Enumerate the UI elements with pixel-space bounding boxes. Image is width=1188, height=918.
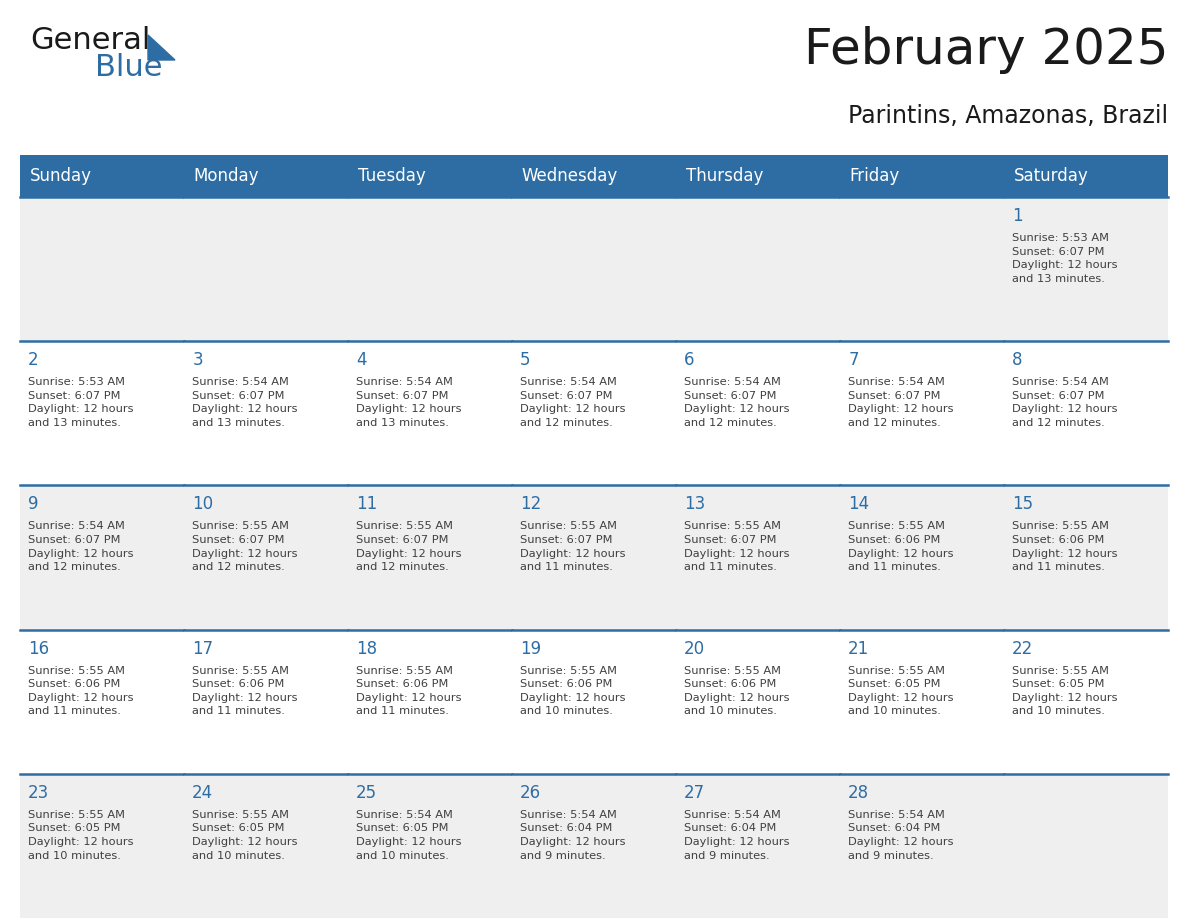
Text: Thursday: Thursday <box>685 167 763 185</box>
Text: Monday: Monday <box>194 167 259 185</box>
Text: Sunrise: 5:55 AM
Sunset: 6:07 PM
Daylight: 12 hours
and 12 minutes.: Sunrise: 5:55 AM Sunset: 6:07 PM Dayligh… <box>192 521 298 572</box>
Text: Friday: Friday <box>849 167 901 185</box>
Text: 24: 24 <box>192 784 214 802</box>
Text: Sunrise: 5:55 AM
Sunset: 6:07 PM
Daylight: 12 hours
and 12 minutes.: Sunrise: 5:55 AM Sunset: 6:07 PM Dayligh… <box>356 521 462 572</box>
Text: Blue: Blue <box>95 53 163 82</box>
Text: 1: 1 <box>1012 207 1023 225</box>
Text: Sunday: Sunday <box>30 167 91 185</box>
Text: 23: 23 <box>29 784 50 802</box>
Text: February 2025: February 2025 <box>803 26 1168 74</box>
Text: Sunrise: 5:54 AM
Sunset: 6:07 PM
Daylight: 12 hours
and 12 minutes.: Sunrise: 5:54 AM Sunset: 6:07 PM Dayligh… <box>848 377 954 428</box>
Text: Tuesday: Tuesday <box>358 167 425 185</box>
Text: Sunrise: 5:55 AM
Sunset: 6:07 PM
Daylight: 12 hours
and 11 minutes.: Sunrise: 5:55 AM Sunset: 6:07 PM Dayligh… <box>520 521 626 572</box>
Text: Sunrise: 5:55 AM
Sunset: 6:05 PM
Daylight: 12 hours
and 10 minutes.: Sunrise: 5:55 AM Sunset: 6:05 PM Dayligh… <box>848 666 954 716</box>
Text: 5: 5 <box>520 352 531 369</box>
Text: Sunrise: 5:55 AM
Sunset: 6:05 PM
Daylight: 12 hours
and 10 minutes.: Sunrise: 5:55 AM Sunset: 6:05 PM Dayligh… <box>1012 666 1118 716</box>
Text: 26: 26 <box>520 784 542 802</box>
Text: Wednesday: Wednesday <box>522 167 618 185</box>
Text: Sunrise: 5:54 AM
Sunset: 6:07 PM
Daylight: 12 hours
and 12 minutes.: Sunrise: 5:54 AM Sunset: 6:07 PM Dayligh… <box>29 521 134 572</box>
Text: 3: 3 <box>192 352 203 369</box>
Text: Sunrise: 5:55 AM
Sunset: 6:06 PM
Daylight: 12 hours
and 10 minutes.: Sunrise: 5:55 AM Sunset: 6:06 PM Dayligh… <box>684 666 790 716</box>
Text: 7: 7 <box>848 352 859 369</box>
Text: Sunrise: 5:54 AM
Sunset: 6:07 PM
Daylight: 12 hours
and 13 minutes.: Sunrise: 5:54 AM Sunset: 6:07 PM Dayligh… <box>356 377 462 428</box>
Text: Sunrise: 5:55 AM
Sunset: 6:06 PM
Daylight: 12 hours
and 10 minutes.: Sunrise: 5:55 AM Sunset: 6:06 PM Dayligh… <box>520 666 626 716</box>
Text: Sunrise: 5:53 AM
Sunset: 6:07 PM
Daylight: 12 hours
and 13 minutes.: Sunrise: 5:53 AM Sunset: 6:07 PM Dayligh… <box>29 377 134 428</box>
Text: 10: 10 <box>192 496 214 513</box>
Text: Sunrise: 5:55 AM
Sunset: 6:05 PM
Daylight: 12 hours
and 10 minutes.: Sunrise: 5:55 AM Sunset: 6:05 PM Dayligh… <box>29 810 134 861</box>
Text: 2: 2 <box>29 352 39 369</box>
Text: Sunrise: 5:55 AM
Sunset: 6:06 PM
Daylight: 12 hours
and 11 minutes.: Sunrise: 5:55 AM Sunset: 6:06 PM Dayligh… <box>848 521 954 572</box>
Text: 9: 9 <box>29 496 39 513</box>
Text: Sunrise: 5:54 AM
Sunset: 6:04 PM
Daylight: 12 hours
and 9 minutes.: Sunrise: 5:54 AM Sunset: 6:04 PM Dayligh… <box>848 810 954 861</box>
Text: 22: 22 <box>1012 640 1034 657</box>
Text: 6: 6 <box>684 352 695 369</box>
Text: Sunrise: 5:54 AM
Sunset: 6:04 PM
Daylight: 12 hours
and 9 minutes.: Sunrise: 5:54 AM Sunset: 6:04 PM Dayligh… <box>684 810 790 861</box>
Text: 11: 11 <box>356 496 378 513</box>
Text: Sunrise: 5:54 AM
Sunset: 6:05 PM
Daylight: 12 hours
and 10 minutes.: Sunrise: 5:54 AM Sunset: 6:05 PM Dayligh… <box>356 810 462 861</box>
Text: 28: 28 <box>848 784 870 802</box>
Text: Sunrise: 5:55 AM
Sunset: 6:07 PM
Daylight: 12 hours
and 11 minutes.: Sunrise: 5:55 AM Sunset: 6:07 PM Dayligh… <box>684 521 790 572</box>
Text: Sunrise: 5:54 AM
Sunset: 6:07 PM
Daylight: 12 hours
and 12 minutes.: Sunrise: 5:54 AM Sunset: 6:07 PM Dayligh… <box>684 377 790 428</box>
Text: 25: 25 <box>356 784 378 802</box>
Text: 13: 13 <box>684 496 706 513</box>
Text: 15: 15 <box>1012 496 1034 513</box>
Text: Sunrise: 5:54 AM
Sunset: 6:07 PM
Daylight: 12 hours
and 12 minutes.: Sunrise: 5:54 AM Sunset: 6:07 PM Dayligh… <box>1012 377 1118 428</box>
Text: 14: 14 <box>848 496 870 513</box>
Text: 27: 27 <box>684 784 706 802</box>
Text: Sunrise: 5:54 AM
Sunset: 6:04 PM
Daylight: 12 hours
and 9 minutes.: Sunrise: 5:54 AM Sunset: 6:04 PM Dayligh… <box>520 810 626 861</box>
Text: Sunrise: 5:55 AM
Sunset: 6:06 PM
Daylight: 12 hours
and 11 minutes.: Sunrise: 5:55 AM Sunset: 6:06 PM Dayligh… <box>29 666 134 716</box>
Text: 20: 20 <box>684 640 706 657</box>
Text: 19: 19 <box>520 640 542 657</box>
Text: Sunrise: 5:55 AM
Sunset: 6:06 PM
Daylight: 12 hours
and 11 minutes.: Sunrise: 5:55 AM Sunset: 6:06 PM Dayligh… <box>356 666 462 716</box>
Text: Sunrise: 5:53 AM
Sunset: 6:07 PM
Daylight: 12 hours
and 13 minutes.: Sunrise: 5:53 AM Sunset: 6:07 PM Dayligh… <box>1012 233 1118 284</box>
Text: Saturday: Saturday <box>1013 167 1088 185</box>
Text: Sunrise: 5:54 AM
Sunset: 6:07 PM
Daylight: 12 hours
and 13 minutes.: Sunrise: 5:54 AM Sunset: 6:07 PM Dayligh… <box>192 377 298 428</box>
Text: Sunrise: 5:55 AM
Sunset: 6:05 PM
Daylight: 12 hours
and 10 minutes.: Sunrise: 5:55 AM Sunset: 6:05 PM Dayligh… <box>192 810 298 861</box>
Text: Sunrise: 5:55 AM
Sunset: 6:06 PM
Daylight: 12 hours
and 11 minutes.: Sunrise: 5:55 AM Sunset: 6:06 PM Dayligh… <box>192 666 298 716</box>
Text: Sunrise: 5:54 AM
Sunset: 6:07 PM
Daylight: 12 hours
and 12 minutes.: Sunrise: 5:54 AM Sunset: 6:07 PM Dayligh… <box>520 377 626 428</box>
Text: 8: 8 <box>1012 352 1023 369</box>
Text: Sunrise: 5:55 AM
Sunset: 6:06 PM
Daylight: 12 hours
and 11 minutes.: Sunrise: 5:55 AM Sunset: 6:06 PM Dayligh… <box>1012 521 1118 572</box>
Text: 17: 17 <box>192 640 214 657</box>
Polygon shape <box>148 35 175 60</box>
Text: 16: 16 <box>29 640 50 657</box>
Text: 4: 4 <box>356 352 367 369</box>
Text: 18: 18 <box>356 640 378 657</box>
Text: General: General <box>30 26 151 55</box>
Text: 21: 21 <box>848 640 870 657</box>
Text: 12: 12 <box>520 496 542 513</box>
Text: Parintins, Amazonas, Brazil: Parintins, Amazonas, Brazil <box>848 104 1168 128</box>
